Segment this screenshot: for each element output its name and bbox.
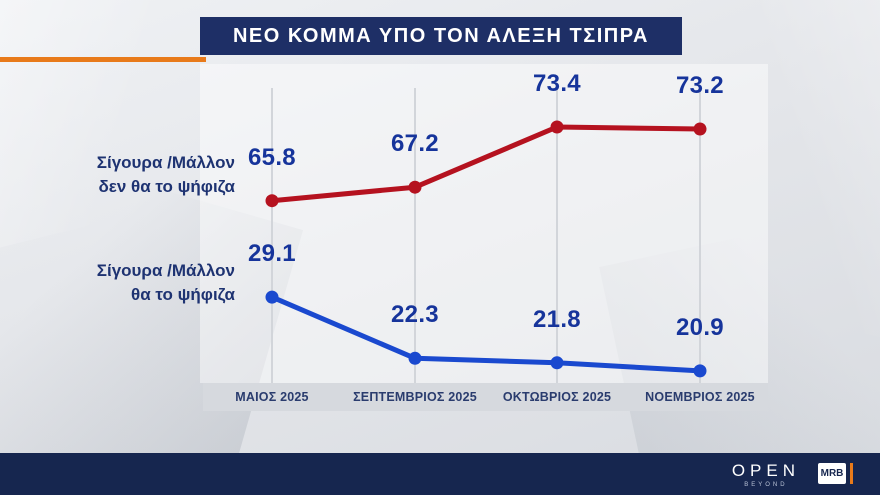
open-logo: OPEN BEYOND <box>732 461 800 488</box>
axis-label: ΜΑΙΟΣ 2025 <box>235 390 309 404</box>
data-point <box>693 122 707 136</box>
data-point <box>265 290 279 304</box>
data-point <box>693 364 707 378</box>
value-label: 73.4 <box>533 70 581 98</box>
data-point <box>408 351 422 365</box>
series-label-line: Σίγουρα /Μάλλον <box>96 153 235 172</box>
series-label-line: Σίγουρα /Μάλλον <box>96 261 235 280</box>
value-label: 21.8 <box>533 305 581 333</box>
series-label-no: Σίγουρα /Μάλλον δεν θα το ψήφιζα <box>45 151 235 199</box>
footer-bar: OPEN BEYOND MRB <box>0 453 880 495</box>
series-label-line: δεν θα το ψήφιζα <box>98 177 235 196</box>
mrb-logo-text: MRB <box>820 468 844 479</box>
value-label: 20.9 <box>676 313 724 341</box>
x-axis-band <box>203 383 768 411</box>
value-label: 29.1 <box>248 240 296 268</box>
series-label-line: θα το ψήφιζα <box>131 285 235 304</box>
axis-label: ΣΕΠΤΕΜΒΡΙΟΣ 2025 <box>353 390 477 404</box>
gridline <box>556 88 558 383</box>
data-point <box>408 180 422 194</box>
mrb-accent-bar <box>850 463 853 484</box>
open-logo-text: OPEN <box>731 461 800 480</box>
value-label: 22.3 <box>391 301 439 329</box>
data-point <box>265 194 279 208</box>
orange-accent-line <box>0 57 206 62</box>
title-bar: ΝΕΟ ΚΟΜΜΑ ΥΠΟ ΤΟΝ ΑΛΕΞΗ ΤΣΙΠΡΑ <box>200 17 682 55</box>
series-line-1 <box>269 294 703 374</box>
axis-label: ΟΚΤΩΒΡΙΟΣ 2025 <box>502 390 612 404</box>
value-label: 65.8 <box>248 143 296 171</box>
mrb-logo: MRB <box>818 463 846 484</box>
axis-label: ΝΟΕΜΒΡΙΟΣ 2025 <box>645 390 755 404</box>
data-point <box>550 356 564 370</box>
page-title: ΝΕΟ ΚΟΜΜΑ ΥΠΟ ΤΟΝ ΑΛΕΞΗ ΤΣΙΠΡΑ <box>232 24 649 47</box>
open-logo-subtext: BEYOND <box>744 482 788 488</box>
value-label: 67.2 <box>391 130 439 158</box>
series-line-0 <box>269 124 703 204</box>
gridline <box>414 88 416 383</box>
series-label-yes: Σίγουρα /Μάλλον θα το ψήφιζα <box>45 259 235 307</box>
data-point <box>550 120 564 134</box>
value-label: 73.2 <box>676 71 724 99</box>
